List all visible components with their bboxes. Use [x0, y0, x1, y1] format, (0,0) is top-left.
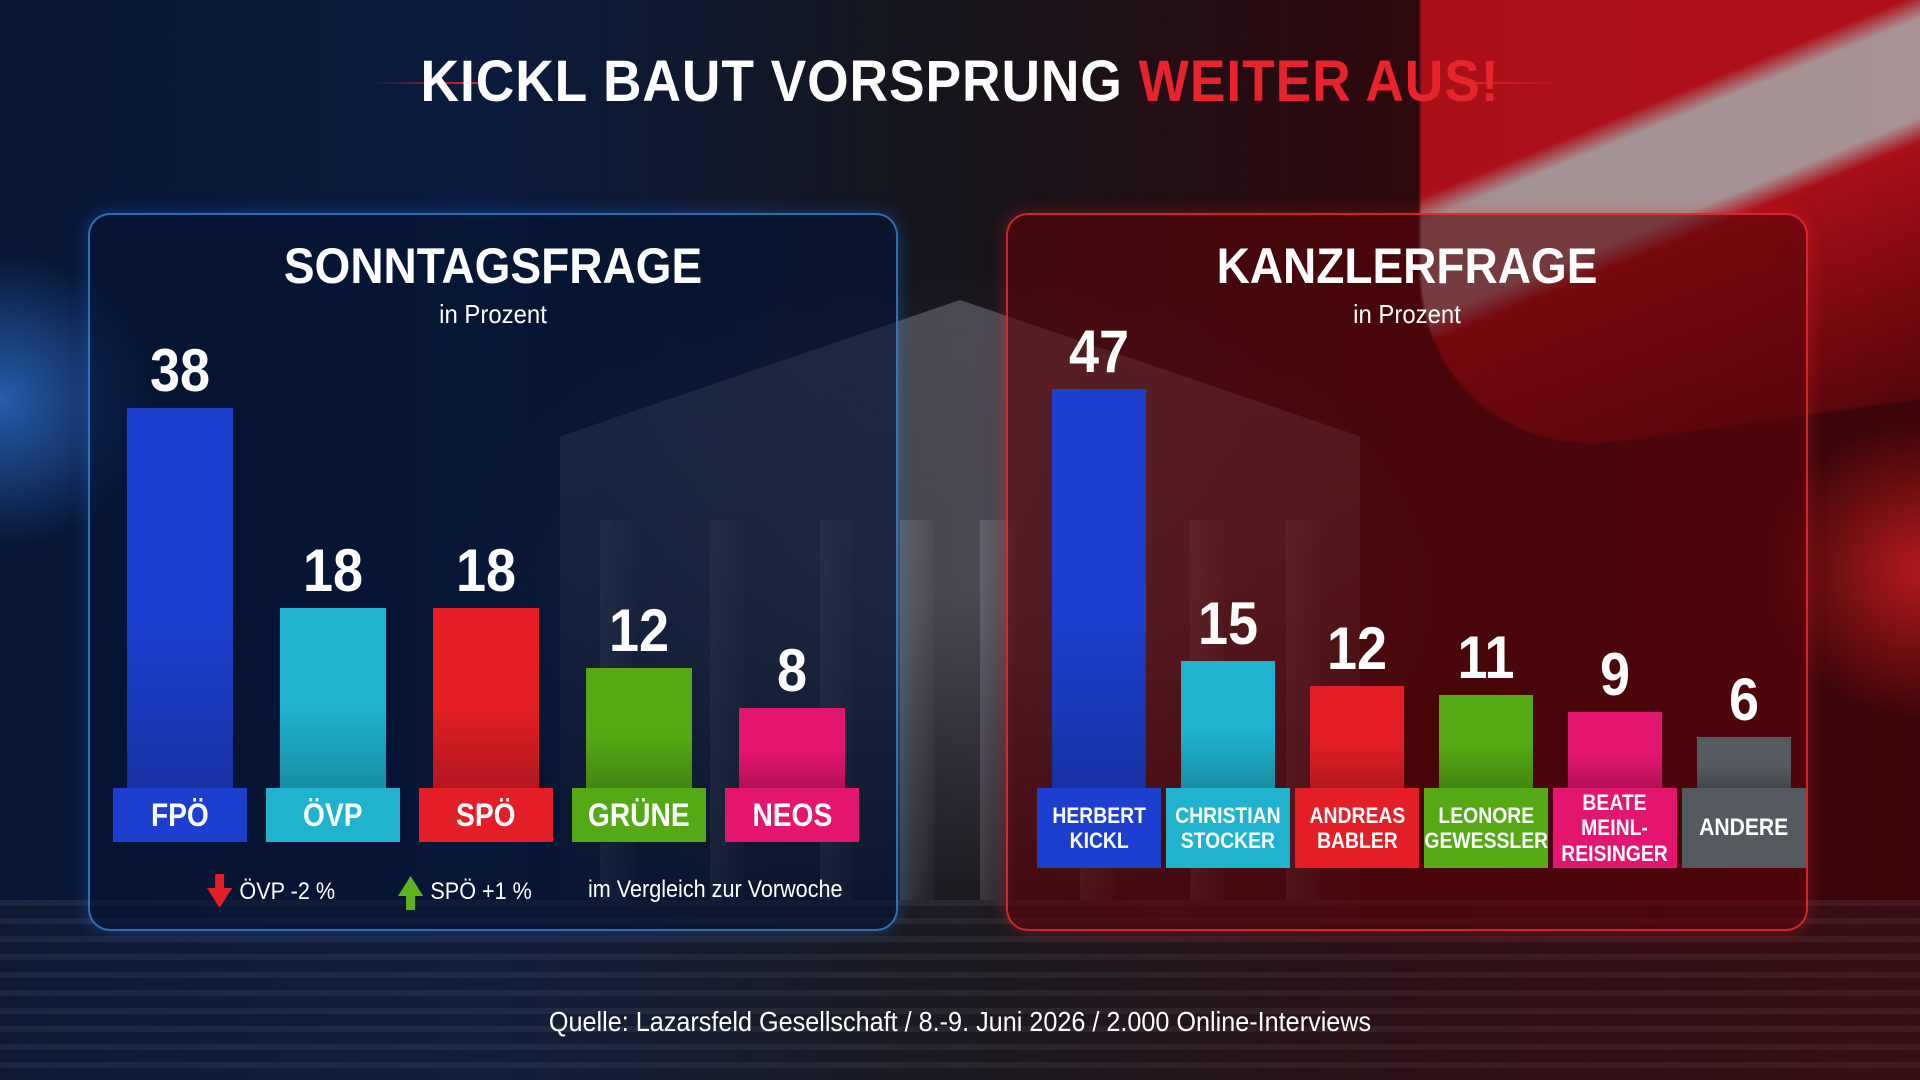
kanzlerfrage-bar-value: 47: [1068, 317, 1130, 385]
legend-comparison-text: im Vergleich zur Vorwoche: [588, 876, 843, 903]
sonntagsfrage-category-label: GRÜNE: [572, 788, 706, 842]
kanzlerfrage-bar: [1439, 694, 1533, 788]
kanzlerfrage-bar-value: 6: [1728, 666, 1760, 733]
sonntagsfrage-category-text: ÖVP: [303, 796, 363, 833]
legend-spo-text: SPÖ +1 %: [430, 878, 532, 905]
kanzlerfrage-category-text: ANDREAS BABLER: [1309, 802, 1405, 853]
kanzlerfrage-title: KANZLERFRAGE: [1216, 238, 1598, 294]
sonntagsfrage-bar-value: 38: [149, 337, 211, 404]
kanzlerfrage-panel: KANZLERFRAGE in Prozent 47 HERBERT KICKL 1…: [1006, 213, 1808, 931]
sonntagsfrage-bar: [586, 668, 692, 788]
legend-comparison-note: im Vergleich zur Vorwoche: [588, 876, 843, 904]
sonntagsfrage-bar-value: 12: [608, 597, 670, 664]
sonntagsfrage-category-text: NEOS: [752, 796, 832, 833]
kanzlerfrage-bar-value: 12: [1326, 615, 1388, 682]
kanzlerfrage-category-label: LEONORE GEWESSLER: [1424, 788, 1548, 868]
kanzlerfrage-bar: [1568, 711, 1662, 788]
sonntagsfrage-title: SONNTAGSFRAGE: [283, 238, 703, 294]
sonntagsfrage-category-text: SPÖ: [456, 796, 516, 833]
arrow-up-icon: [398, 876, 424, 910]
headline-rule-right: [1460, 82, 1570, 84]
kanzlerfrage-category-label: BEATE MEINL-REISINGER: [1553, 788, 1677, 868]
headline-main: KICKL BAUT VORSPRUNG: [420, 49, 1123, 114]
sonntagsfrage-bar: [433, 608, 539, 788]
column-decoration: [900, 520, 934, 900]
sonntagsfrage-panel: SONNTAGSFRAGE in Prozent 38 FPÖ 18 ÖVP 18 SPÖ…: [88, 213, 898, 931]
sonntagsfrage-bar-value: 8: [776, 637, 808, 704]
sonntagsfrage-category-text: FPÖ: [151, 796, 209, 833]
headline-rule-left: [370, 82, 480, 84]
arrow-down-icon: [207, 874, 233, 908]
kanzlerfrage-bar: [1697, 737, 1791, 788]
headline-accent: WEITER AUS!: [1138, 49, 1500, 114]
kanzlerfrage-category-text: ANDERE: [1699, 814, 1789, 842]
kanzlerfrage-bar-value: 15: [1197, 589, 1259, 657]
kanzlerfrage-category-label: ANDERE: [1682, 788, 1806, 868]
legend-ovp-text: ÖVP -2 %: [239, 878, 336, 905]
kanzlerfrage-bar-value: 11: [1457, 623, 1515, 691]
sonntagsfrage-category-label: FPÖ: [113, 788, 247, 842]
legend-ovp-change: ÖVP -2 %: [207, 874, 336, 908]
sonntagsfrage-category-label: ÖVP: [266, 788, 400, 842]
kanzlerfrage-category-text: LEONORE GEWESSLER: [1424, 802, 1548, 853]
kanzlerfrage-category-text: BEATE MEINL-REISINGER: [1561, 790, 1669, 866]
kanzlerfrage-category-text: HERBERT KICKL: [1052, 802, 1146, 853]
kanzlerfrage-bar: [1052, 388, 1146, 788]
legend-spo-change: SPÖ +1 %: [398, 876, 532, 910]
sonntagsfrage-bar: [127, 408, 233, 788]
kanzlerfrage-bar-value: 9: [1599, 640, 1631, 708]
sonntagsfrage-bar: [280, 608, 386, 788]
kanzlerfrage-category-label: HERBERT KICKL: [1037, 788, 1161, 868]
kanzlerfrage-category-label: CHRISTIAN STOCKER: [1166, 788, 1290, 868]
sonntagsfrage-bar: [739, 708, 845, 788]
headline: KICKL BAUT VORSPRUNG WEITER AUS!: [77, 48, 1843, 115]
source-note: Quelle: Lazarsfeld Gesellschaft / 8.-9. …: [548, 1006, 1372, 1037]
sonntagsfrage-bar-value: 18: [302, 537, 364, 604]
sonntagsfrage-category-label: SPÖ: [419, 788, 553, 842]
sonntagsfrage-category-text: GRÜNE: [588, 796, 690, 833]
sonntagsfrage-bar-value: 18: [455, 537, 517, 604]
kanzlerfrage-category-text: CHRISTIAN STOCKER: [1175, 802, 1281, 853]
kanzlerfrage-bar: [1181, 660, 1275, 788]
kanzlerfrage-subtitle: in Prozent: [1353, 299, 1461, 329]
sonntagsfrage-subtitle: in Prozent: [439, 299, 547, 329]
kanzlerfrage-bar: [1310, 686, 1404, 788]
sonntagsfrage-category-label: NEOS: [725, 788, 859, 842]
kanzlerfrage-category-label: ANDREAS BABLER: [1295, 788, 1419, 868]
